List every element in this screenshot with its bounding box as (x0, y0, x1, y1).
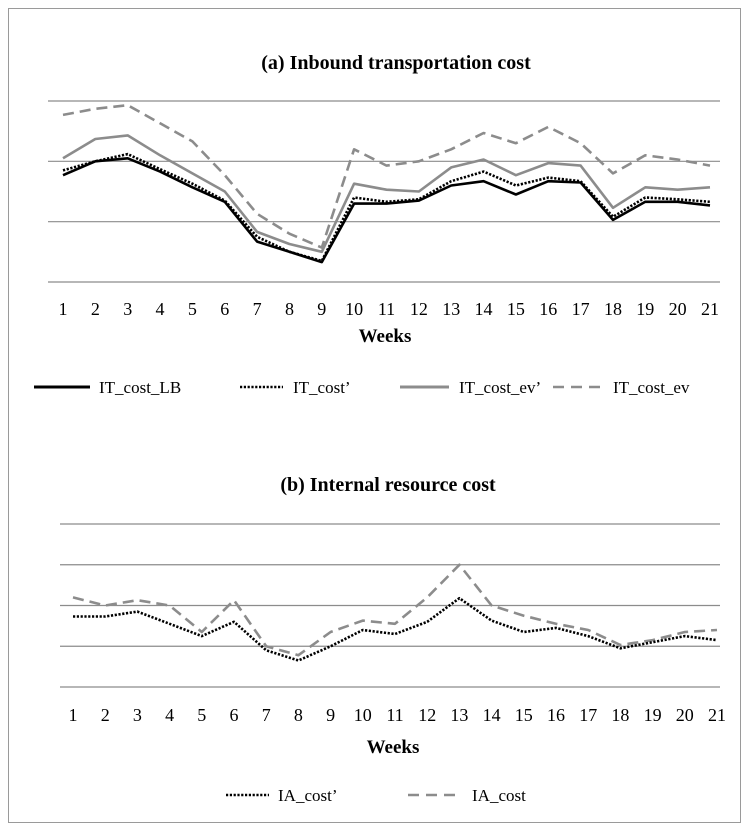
legend-item-it-cost-ev: IT_cost_ev’ (400, 378, 541, 397)
series-line-ia-cost (72, 563, 718, 657)
x-tick-label-8: 8 (285, 299, 294, 319)
x-tick-label-7: 7 (253, 299, 262, 319)
x-tick-label-17: 17 (572, 299, 590, 319)
x-tick-label-3: 3 (133, 705, 142, 725)
x-tick-label-5: 5 (197, 705, 206, 725)
x-tick-label-18: 18 (604, 299, 622, 319)
legend-item-it-cost-ev: IT_cost_ev (553, 378, 690, 397)
legend-item-ia-cost: IA_cost (408, 786, 526, 805)
chart-b-series (72, 563, 718, 662)
chart-a-x-ticks: 1 2 3 4 5 6 7 8 9 10 11 12 13 14 15 16 17 18 19 20 21 (59, 299, 720, 319)
x-tick-label-6: 6 (230, 705, 239, 725)
legend-label-it-cost-ev: IT_cost_ev (613, 378, 690, 397)
x-tick-label-1: 1 (59, 299, 68, 319)
chart-b-legend: IA_cost’ IA_cost (226, 786, 526, 805)
x-tick-label-13: 13 (442, 299, 460, 319)
x-tick-label-14: 14 (475, 299, 493, 319)
x-tick-label-20: 20 (669, 299, 687, 319)
x-tick-label-6: 6 (220, 299, 229, 319)
chart-internal-resource-cost: (b) Internal resource cost 1 2 3 4 5 6 7 8 9 10 11… (60, 474, 726, 805)
x-tick-label-1: 1 (69, 705, 78, 725)
x-tick-label-16: 16 (539, 299, 557, 319)
x-tick-label-20: 20 (676, 705, 694, 725)
x-tick-label-21: 21 (701, 299, 719, 319)
legend-item-ia-cost: IA_cost’ (226, 786, 337, 805)
chart-a-gridlines (48, 100, 720, 283)
x-tick-label-10: 10 (345, 299, 363, 319)
x-tick-label-7: 7 (262, 705, 271, 725)
chart-a-x-axis-label: Weeks (359, 326, 412, 347)
x-tick-label-4: 4 (165, 705, 174, 725)
x-tick-label-2: 2 (101, 705, 110, 725)
x-tick-label-13: 13 (450, 705, 468, 725)
x-tick-label-19: 19 (644, 705, 662, 725)
x-tick-label-11: 11 (378, 299, 395, 319)
x-tick-label-12: 12 (418, 705, 436, 725)
x-tick-label-14: 14 (483, 705, 501, 725)
x-tick-label-10: 10 (354, 705, 372, 725)
x-tick-label-21: 21 (708, 705, 726, 725)
x-tick-label-15: 15 (507, 299, 525, 319)
x-tick-label-9: 9 (326, 705, 335, 725)
series-line-ia-cost (73, 596, 718, 662)
x-tick-label-9: 9 (317, 299, 326, 319)
legend-label-it-cost-lb: IT_cost_LB (99, 378, 181, 397)
x-tick-label-11: 11 (386, 705, 403, 725)
chart-b-x-axis-label: Weeks (367, 737, 420, 758)
x-tick-label-4: 4 (156, 299, 165, 319)
chart-a-title: (a) Inbound transportation cost (261, 52, 531, 74)
series-line-it-cost (62, 152, 711, 263)
x-tick-label-2: 2 (91, 299, 100, 319)
x-tick-label-15: 15 (515, 705, 533, 725)
series-line-it-cost-lb (62, 157, 711, 264)
x-tick-label-3: 3 (123, 299, 132, 319)
chart-b-title: (b) Internal resource cost (280, 474, 496, 496)
legend-label-ia-cost: IA_cost’ (278, 786, 337, 805)
legend-item-it-cost: IT_cost’ (240, 378, 351, 397)
series-line-it-cost-ev (62, 134, 711, 254)
x-tick-label-19: 19 (636, 299, 654, 319)
x-tick-label-12: 12 (410, 299, 428, 319)
legend-item-it-cost-lb: IT_cost_LB (34, 378, 181, 397)
chart-b-gridlines (60, 523, 720, 688)
chart-a-legend: IT_cost_LB IT_cost’ IT_cost_ev’ IT_cost_ev (34, 378, 690, 397)
x-tick-label-17: 17 (579, 705, 597, 725)
chart-b-x-ticks: 1 2 3 4 5 6 7 8 9 10 11 12 13 14 15 16 17 18 19 20 21 (69, 705, 727, 725)
legend-label-it-cost: IT_cost’ (293, 378, 351, 397)
x-tick-label-18: 18 (611, 705, 629, 725)
chart-a-series (62, 103, 711, 264)
x-tick-label-16: 16 (547, 705, 565, 725)
legend-label-it-cost-ev: IT_cost_ev’ (459, 378, 541, 397)
legend-label-ia-cost: IA_cost (472, 786, 526, 805)
series-line-it-cost-ev (62, 103, 711, 249)
x-tick-label-5: 5 (188, 299, 197, 319)
x-tick-label-8: 8 (294, 705, 303, 725)
